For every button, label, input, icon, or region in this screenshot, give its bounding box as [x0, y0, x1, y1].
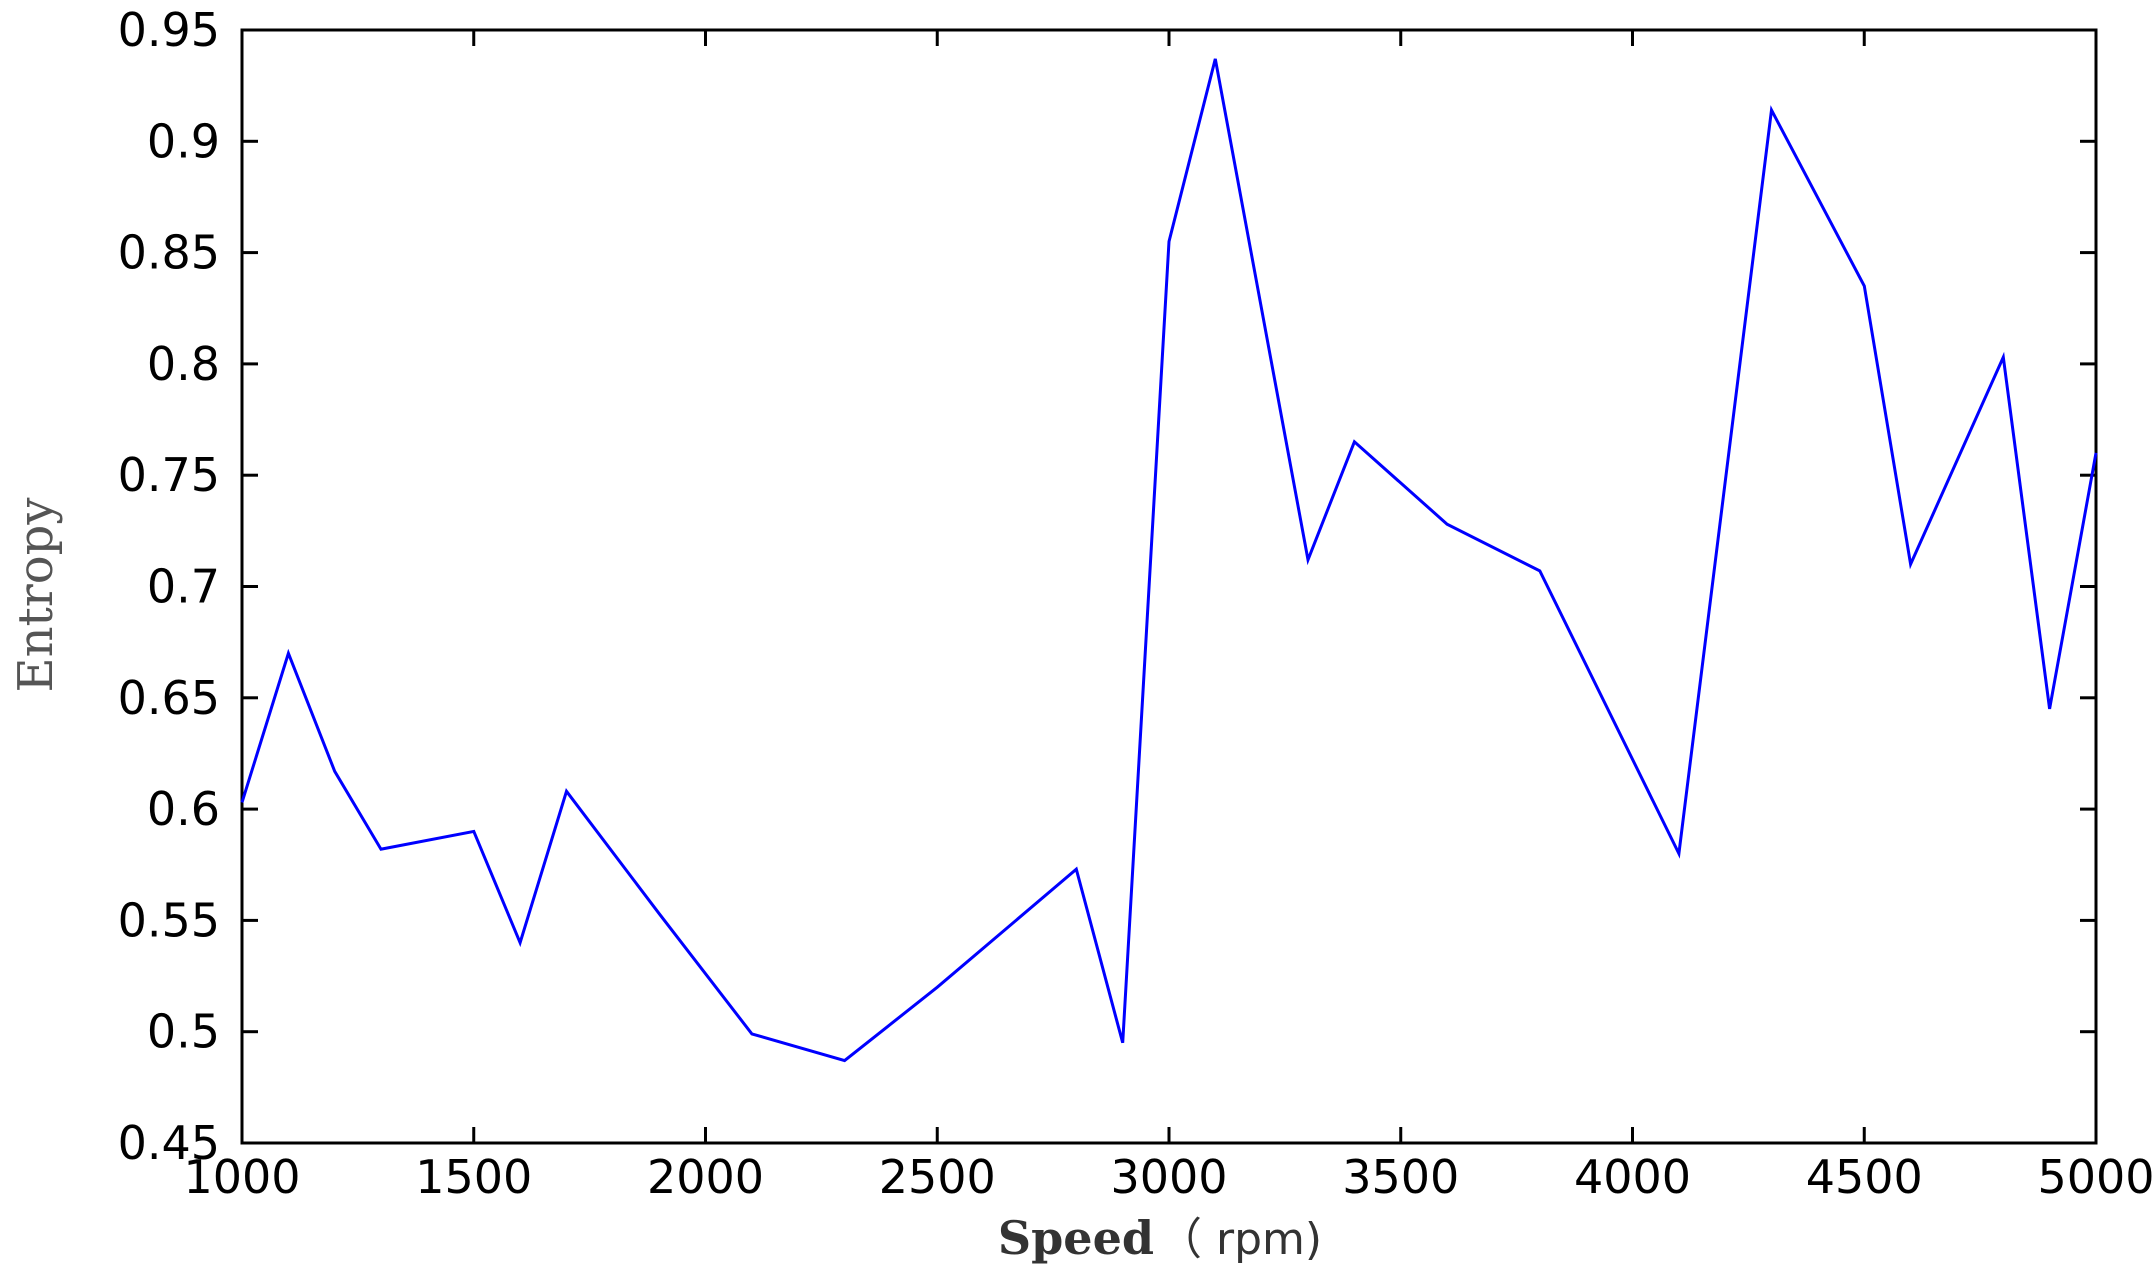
- y-axis-label: Entropy: [8, 498, 64, 693]
- y-tick-label: 0.45: [118, 1116, 220, 1170]
- y-tick-label: 0.8: [147, 337, 220, 391]
- y-tick-label: 0.6: [147, 782, 220, 836]
- x-tick-label: 3500: [1342, 1150, 1459, 1204]
- y-tick-label: 0.75: [118, 448, 220, 502]
- x-tick-label: 2500: [879, 1150, 996, 1204]
- x-tick-label: 3000: [1110, 1150, 1227, 1204]
- y-tick-label: 0.85: [118, 226, 220, 280]
- series-line: [240, 58, 2098, 1063]
- y-tick-label: 0.55: [118, 893, 220, 947]
- x-tick-label: 5000: [2037, 1150, 2154, 1204]
- x-tick-label: 1000: [183, 1150, 300, 1204]
- x-tick-label: 1500: [415, 1150, 532, 1204]
- x-axis-label: Speed （ rpm): [998, 1211, 1322, 1265]
- y-tick-label: 0.95: [118, 3, 220, 57]
- x-tick-label: 4000: [1574, 1150, 1691, 1204]
- y-tick-label: 0.5: [147, 1005, 220, 1059]
- axis-ticks: [240, 28, 2098, 1145]
- y-tick-label: 0.7: [147, 560, 220, 614]
- x-tick-label: 4500: [1806, 1150, 1923, 1204]
- axis-tick-labels: 1000 1500 2000 2500 3000 3500 4000 4500 5000 0.45…: [118, 3, 2155, 1204]
- y-tick-label: 0.65: [118, 671, 220, 725]
- x-axis-label-main: Speed: [998, 1211, 1154, 1265]
- y-tick-label: 0.9: [147, 114, 220, 168]
- x-tick-label: 2000: [647, 1150, 764, 1204]
- x-axis-label-unit: （ rpm): [1158, 1214, 1322, 1265]
